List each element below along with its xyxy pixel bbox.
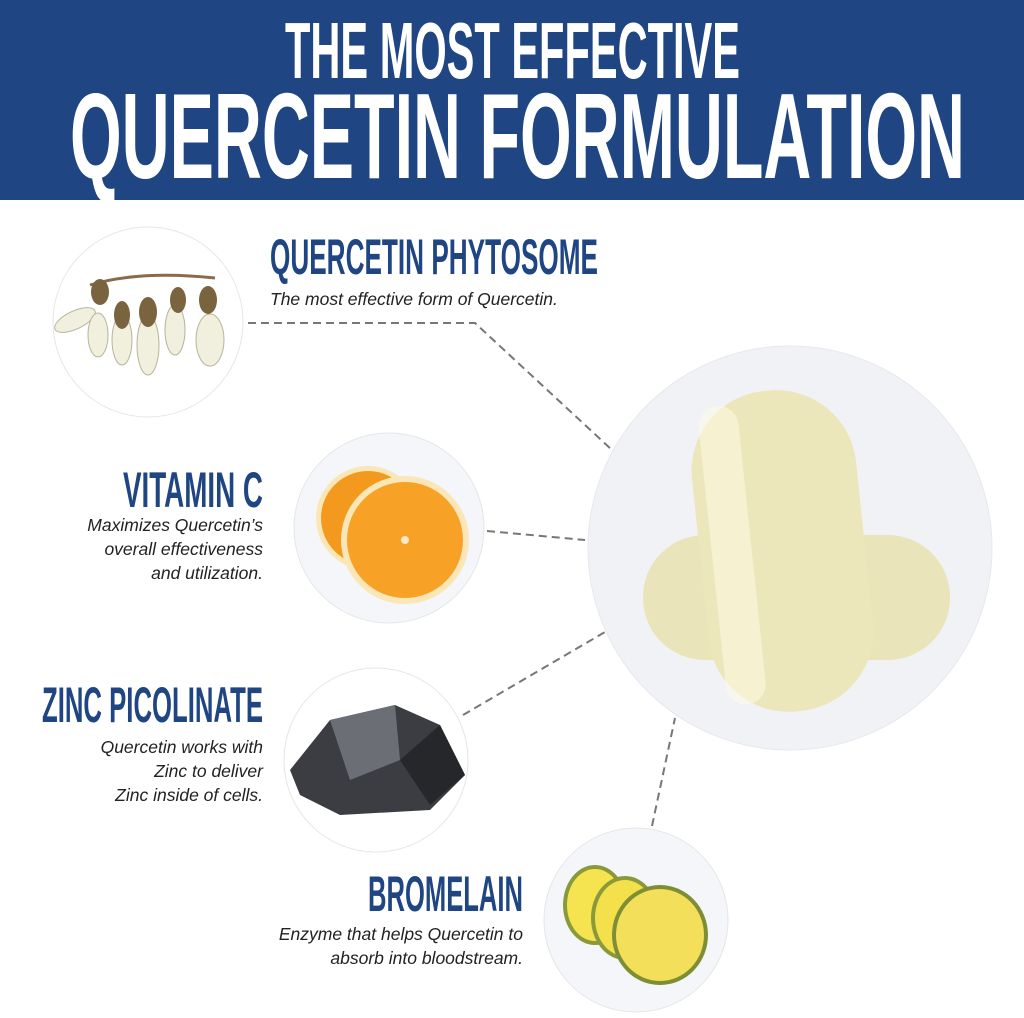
ingredient-title-quercetin-phytosome: QUERCETIN PHYTOSOME [270, 229, 598, 285]
pineapple-slices-image [543, 827, 729, 1013]
header-banner: THE MOST EFFECTIVE QUERCETIN FORMULATION [0, 0, 1024, 200]
ingredient-description-vitamin-c: Maximizes Quercetin’s overall effectiven… [87, 515, 263, 583]
ingredient-title-bromelain: BROMELAIN [368, 866, 523, 922]
ingredient-description-bromelain: Enzyme that helps Quercetin to absorb in… [278, 924, 523, 968]
ingredient-description-zinc-picolinate: Quercetin works with Zinc to deliver Zin… [100, 737, 263, 805]
headline-line1: THE MOST EFFECTIVE [285, 6, 740, 95]
capsules-image [587, 345, 993, 751]
zinc-rock-image [283, 667, 469, 853]
ingredient-title-zinc-picolinate: ZINC PICOLINATE [42, 677, 263, 733]
ingredient-title-vitamin-c: VITAMIN C [123, 462, 263, 518]
ingredient-description-quercetin-phytosome: The most effective form of Quercetin. [270, 289, 558, 309]
orange-slices-image [293, 432, 485, 624]
headline-line2: QUERCETIN FORMULATION [70, 68, 965, 200]
flower-buds-image [52, 226, 244, 418]
connector-lines [248, 322, 676, 827]
headline: THE MOST EFFECTIVE QUERCETIN FORMULATION [70, 6, 965, 200]
